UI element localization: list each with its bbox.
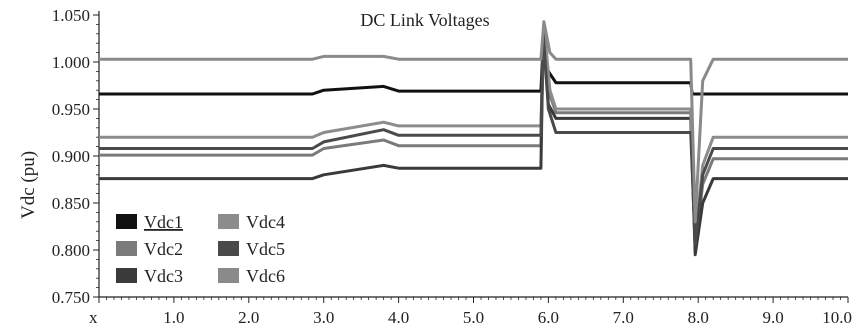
x-tick-label: 6.0 — [538, 308, 559, 327]
series-lines — [99, 20, 848, 257]
y-tick-label: 0.950 — [52, 100, 90, 119]
axes: 0.750 0.800 0.850 0.900 0.950 1.000 1.050 x 1.0 2… — [52, 6, 852, 327]
legend-label-vdc2: Vdc2 — [144, 239, 183, 259]
x-tick-label: 1.0 — [163, 308, 184, 327]
x-tick-label: 10.0 — [822, 308, 852, 327]
legend-swatch-vdc3 — [116, 268, 137, 283]
y-tick-label: 0.850 — [52, 194, 90, 213]
legend-label-vdc3: Vdc3 — [144, 266, 183, 286]
y-tick-label: 1.050 — [52, 6, 90, 25]
y-tick-label: 0.750 — [52, 288, 90, 307]
legend-swatch-vdc1 — [116, 214, 137, 229]
chart-title: DC Link Voltages — [360, 10, 489, 30]
y-axis-label: Vdc (pu) — [18, 151, 39, 219]
x-tick-label: 9.0 — [762, 308, 783, 327]
legend-label-vdc6: Vdc6 — [246, 266, 285, 286]
series-line-vdc6 — [99, 20, 848, 224]
x-tick-label: 7.0 — [613, 308, 634, 327]
legend-label-vdc4: Vdc4 — [246, 212, 285, 232]
x-tick-label: 3.0 — [313, 308, 334, 327]
x-tick-label: 5.0 — [463, 308, 484, 327]
legend-label-vdc1: Vdc1 — [144, 212, 183, 232]
y-tick-label: 0.900 — [52, 147, 90, 166]
legend-swatch-vdc4 — [218, 214, 239, 229]
y-tick-label: 0.800 — [52, 241, 90, 260]
x-tick-label: x — [89, 308, 98, 327]
legend-swatch-vdc2 — [116, 241, 137, 256]
x-tick-label: 2.0 — [238, 308, 259, 327]
y-tick-label: 1.000 — [52, 53, 90, 72]
legend-swatch-vdc6 — [218, 268, 239, 283]
x-tick-label: 8.0 — [688, 308, 709, 327]
x-tick-label: 4.0 — [388, 308, 409, 327]
series-line-vdc5 — [99, 32, 848, 247]
legend-swatch-vdc5 — [218, 241, 239, 256]
legend: Vdc1 Vdc2 Vdc3 Vdc4 Vdc5 Vdc6 — [116, 212, 285, 286]
legend-label-vdc5: Vdc5 — [246, 239, 285, 259]
